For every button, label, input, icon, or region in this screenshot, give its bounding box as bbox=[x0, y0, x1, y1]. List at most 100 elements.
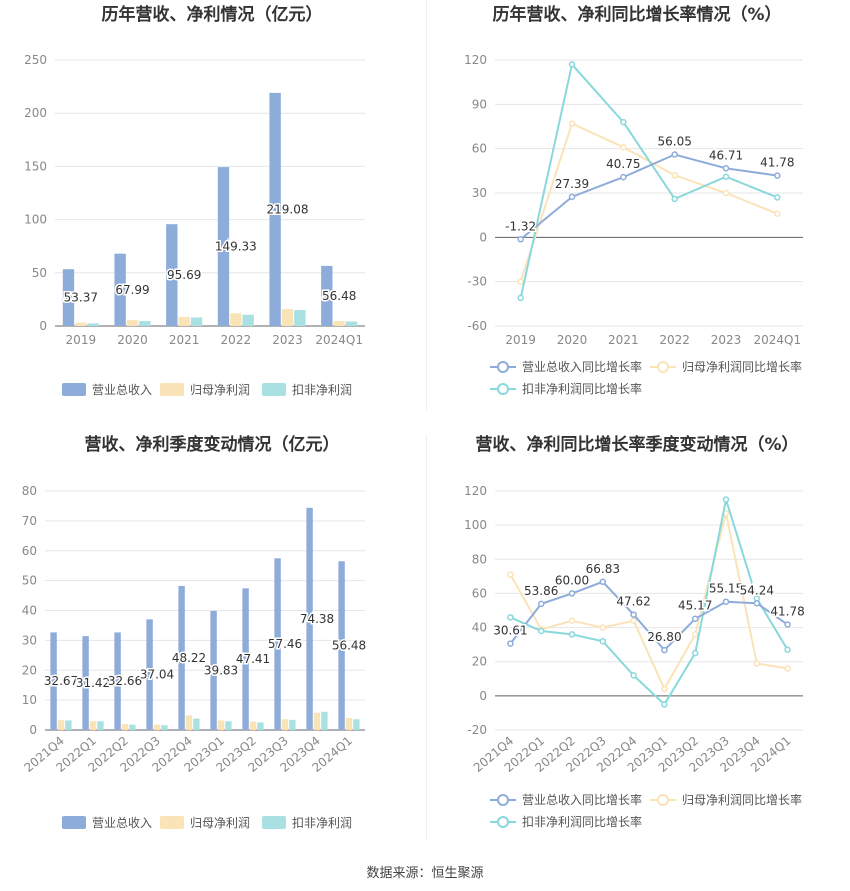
data-point bbox=[722, 189, 730, 197]
data-label: 55.15 bbox=[709, 582, 743, 596]
data-point bbox=[691, 615, 699, 622]
data-point bbox=[599, 624, 607, 631]
data-point bbox=[661, 685, 668, 693]
legend-swatch bbox=[62, 816, 86, 829]
legend-label: 归母净利润同比增长率 bbox=[682, 792, 802, 807]
legend-label: 扣非净利润 bbox=[292, 816, 352, 830]
x-tick-label: 2024Q1 bbox=[754, 333, 802, 347]
y-tick-label: -30 bbox=[467, 275, 487, 289]
y-tick-label: 80 bbox=[472, 552, 487, 566]
y-tick-label: 20 bbox=[472, 655, 487, 669]
x-tick-label: 2024Q1 bbox=[315, 333, 363, 347]
bar bbox=[126, 320, 139, 326]
legend-marker bbox=[657, 794, 669, 806]
y-tick-label: 60 bbox=[472, 586, 487, 600]
bar bbox=[313, 712, 321, 730]
bar bbox=[274, 558, 281, 730]
bar bbox=[82, 636, 89, 730]
data-label: 53.86 bbox=[524, 584, 558, 598]
data-point bbox=[784, 621, 791, 628]
chart-annual-growth: 历年营收、净利同比增长率情况（%） -60 -30 0 30 60 90 120 2019 202… bbox=[425, 0, 850, 414]
bar bbox=[217, 167, 230, 326]
data-point bbox=[599, 637, 607, 645]
bar bbox=[75, 322, 87, 326]
data-point bbox=[517, 294, 524, 302]
data-label: 57.46 bbox=[268, 637, 302, 651]
y-tick-label: 60 bbox=[472, 142, 487, 156]
y-tick-label: 120 bbox=[464, 484, 487, 498]
data-point bbox=[784, 646, 791, 654]
legend-label: 扣非净利润同比增长率 bbox=[522, 381, 642, 396]
y-tick-label: 90 bbox=[472, 97, 487, 111]
data-point bbox=[774, 194, 781, 201]
data-label: 45.17 bbox=[678, 599, 712, 613]
data-label: 47.62 bbox=[616, 595, 650, 609]
bar bbox=[114, 253, 126, 326]
divider-top bbox=[426, 0, 427, 410]
bar bbox=[281, 308, 294, 326]
data-point bbox=[620, 118, 627, 126]
data-label: 26.80 bbox=[647, 630, 681, 644]
data-point bbox=[507, 640, 514, 647]
data-point bbox=[753, 660, 761, 667]
data-point bbox=[517, 236, 524, 243]
y-tick-label: 60 bbox=[22, 544, 37, 558]
bar bbox=[190, 317, 203, 326]
chart-title: 历年营收、净利情况（亿元） bbox=[102, 4, 323, 25]
y-tick-label: 30 bbox=[472, 186, 487, 200]
data-point bbox=[507, 614, 514, 621]
bar bbox=[146, 619, 153, 730]
legend-label: 营业总收入同比增长率 bbox=[522, 792, 642, 807]
legend-swatch bbox=[160, 383, 184, 396]
data-label: 41.78 bbox=[760, 156, 794, 170]
data-point bbox=[671, 151, 678, 158]
legend-swatch bbox=[62, 383, 86, 396]
data-point bbox=[630, 617, 637, 624]
y-tick-label: 100 bbox=[24, 213, 47, 227]
data-point bbox=[691, 631, 699, 638]
bar bbox=[338, 561, 345, 730]
data-label: 31.42 bbox=[76, 676, 110, 690]
y-tick-label: 0 bbox=[39, 319, 47, 333]
bar bbox=[345, 718, 353, 730]
legend-label: 营业总收入 bbox=[92, 816, 152, 830]
bar bbox=[321, 711, 328, 730]
data-label: 56.48 bbox=[332, 639, 366, 653]
bar bbox=[114, 632, 121, 730]
bar bbox=[345, 321, 358, 326]
bar bbox=[178, 585, 185, 730]
y-tick-label: 120 bbox=[464, 53, 487, 67]
data-point bbox=[722, 496, 730, 503]
series-line bbox=[520, 153, 778, 241]
data-label: 39.83 bbox=[204, 664, 238, 678]
y-tick-label: 150 bbox=[24, 159, 47, 173]
x-tick-label: 2022 bbox=[221, 333, 252, 347]
bar bbox=[178, 316, 190, 326]
data-label: 27.39 bbox=[555, 177, 589, 191]
bar bbox=[139, 321, 151, 326]
data-point bbox=[784, 665, 791, 672]
bar bbox=[89, 721, 97, 730]
chart-quarterly-revenue-profit: 营收、净利季度变动情况（亿元） 0 10 20 30 40 50 60 70 80 2021Q4 20… bbox=[0, 430, 425, 844]
data-label: 53.37 bbox=[64, 291, 98, 305]
y-tick-label: 30 bbox=[22, 633, 37, 647]
data-label: 47.41 bbox=[236, 652, 270, 666]
series-line bbox=[519, 122, 778, 282]
y-tick-label: 10 bbox=[22, 693, 37, 707]
data-point bbox=[599, 578, 607, 586]
data-label: 32.66 bbox=[108, 674, 142, 688]
y-tick-label: 80 bbox=[22, 484, 37, 498]
y-tick-label: 70 bbox=[22, 514, 37, 528]
bar bbox=[353, 719, 360, 730]
y-tick-label: 250 bbox=[24, 53, 47, 67]
data-point bbox=[671, 172, 678, 179]
data-point bbox=[722, 165, 730, 172]
bar bbox=[57, 720, 65, 730]
legend-label: 营业总收入 bbox=[92, 383, 152, 397]
x-tick-label: 2022 bbox=[659, 333, 690, 347]
x-tick-label: 2021 bbox=[169, 333, 200, 347]
series-line bbox=[509, 512, 788, 692]
bar bbox=[210, 611, 217, 730]
y-tick-label: 50 bbox=[32, 266, 47, 280]
legend-swatch bbox=[160, 816, 184, 829]
